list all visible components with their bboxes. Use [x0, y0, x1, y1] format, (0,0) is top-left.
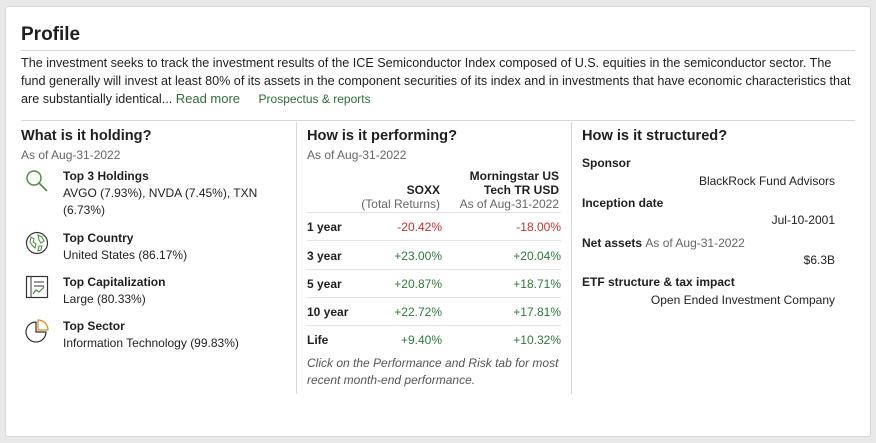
soxx-return: +20.87%: [394, 277, 442, 291]
period-label: Life: [307, 333, 329, 347]
net-assets-value: $6.3B: [803, 253, 835, 267]
perf-divider: [307, 212, 561, 213]
performance-heading: How is it performing?: [307, 128, 457, 144]
top-capitalization: Top Capitalization Large (80.33%): [21, 275, 291, 319]
page-title: Profile: [21, 24, 81, 45]
inception-label: Inception date: [582, 196, 664, 210]
top-capitalization-title: Top Capitalization: [63, 275, 166, 289]
soxx-return: +9.40%: [400, 333, 442, 347]
column-divider-2: [571, 122, 572, 394]
holding-heading: What is it holding?: [21, 128, 152, 144]
top-holdings-value: AVGO (7.93%), NVDA (7.45%), TXN (6.73%): [63, 186, 258, 217]
performance-note: Click on the Performance and Risk tab fo…: [307, 356, 559, 387]
document-chart-icon: [25, 275, 49, 299]
perf-divider: [307, 325, 561, 326]
table-row: 5 year +20.87% +18.71%: [307, 273, 561, 295]
table-row: Life +9.40% +10.32%: [307, 329, 561, 351]
globe-icon: [25, 231, 49, 255]
benchmark-return: -18.00%: [516, 220, 561, 234]
period-label: 10 year: [307, 305, 349, 319]
benchmark-as-of: As of Aug-31-2022: [459, 197, 559, 211]
holding-as-of: As of Aug-31-2022: [21, 148, 121, 162]
perf-divider: [307, 297, 561, 298]
description-text: The investment seeks to track the invest…: [21, 56, 851, 106]
perf-divider: [307, 269, 561, 270]
etf-structure-value: Open Ended Investment Company: [650, 293, 835, 307]
soxx-return: +23.00%: [394, 249, 442, 263]
read-more-link[interactable]: Read more: [175, 91, 241, 106]
inception-value: Jul-10-2001: [771, 213, 835, 227]
sponsor-value: BlackRock Fund Advisors: [698, 174, 835, 188]
prospectus-link[interactable]: Prospectus & reports: [258, 92, 371, 106]
performance-as-of: As of Aug-31-2022: [307, 148, 407, 162]
column-divider-1: [296, 122, 297, 394]
benchmark-title-line1: Morningstar US: [469, 169, 559, 183]
magnifier-icon: [26, 170, 48, 192]
title-divider: [21, 50, 855, 51]
period-label: 5 year: [307, 277, 342, 291]
period-label: 1 year: [307, 220, 342, 234]
pie-chart-icon: [25, 319, 49, 343]
benchmark-return: +17.81%: [513, 305, 561, 319]
soxx-return: -20.42%: [397, 220, 442, 234]
profile-description: The investment seeks to track the invest…: [21, 54, 857, 108]
top-holdings-title: Top 3 Holdings: [63, 169, 149, 183]
profile-card: Profile The investment seeks to track th…: [5, 6, 871, 437]
etf-structure-label: ETF structure & tax impact: [582, 275, 735, 289]
soxx-return: +22.72%: [394, 305, 442, 319]
benchmark-return: +18.71%: [513, 277, 561, 291]
net-assets-label: Net assets: [582, 236, 643, 250]
section-divider: [21, 120, 855, 121]
net-assets-label-row: Net assets As of Aug-31-2022: [582, 236, 745, 250]
benchmark-title-line2: Tech TR USD: [483, 183, 559, 197]
top-sector-title: Top Sector: [63, 319, 125, 333]
top-sector: Top Sector Information Technology (99.83…: [21, 319, 291, 363]
benchmark-return: +20.04%: [513, 249, 561, 263]
top-country-title: Top Country: [63, 231, 134, 245]
soxx-column-title: SOXX: [406, 183, 440, 197]
top-country-value: United States (86.17%): [63, 248, 188, 262]
period-label: 3 year: [307, 249, 342, 263]
perf-divider: [307, 240, 561, 241]
table-row: 1 year -20.42% -18.00%: [307, 216, 561, 238]
top-country: Top Country United States (86.17%): [21, 231, 291, 275]
top-sector-value: Information Technology (99.83%): [63, 336, 239, 350]
benchmark-return: +10.32%: [513, 333, 561, 347]
soxx-column-header: SOXX (Total Returns): [361, 183, 440, 211]
top-holdings: Top 3 Holdings AVGO (7.93%), NVDA (7.45%…: [21, 169, 291, 217]
sponsor-label: Sponsor: [582, 156, 631, 170]
net-assets-as-of: As of Aug-31-2022: [645, 236, 745, 250]
table-row: 3 year +23.00% +20.04%: [307, 245, 561, 267]
benchmark-column-header: Morningstar US Tech TR USD As of Aug-31-…: [460, 169, 559, 211]
top-capitalization-value: Large (80.33%): [63, 292, 146, 306]
soxx-column-subtitle: (Total Returns): [361, 197, 440, 211]
structure-heading: How is it structured?: [582, 128, 728, 144]
table-row: 10 year +22.72% +17.81%: [307, 301, 561, 323]
